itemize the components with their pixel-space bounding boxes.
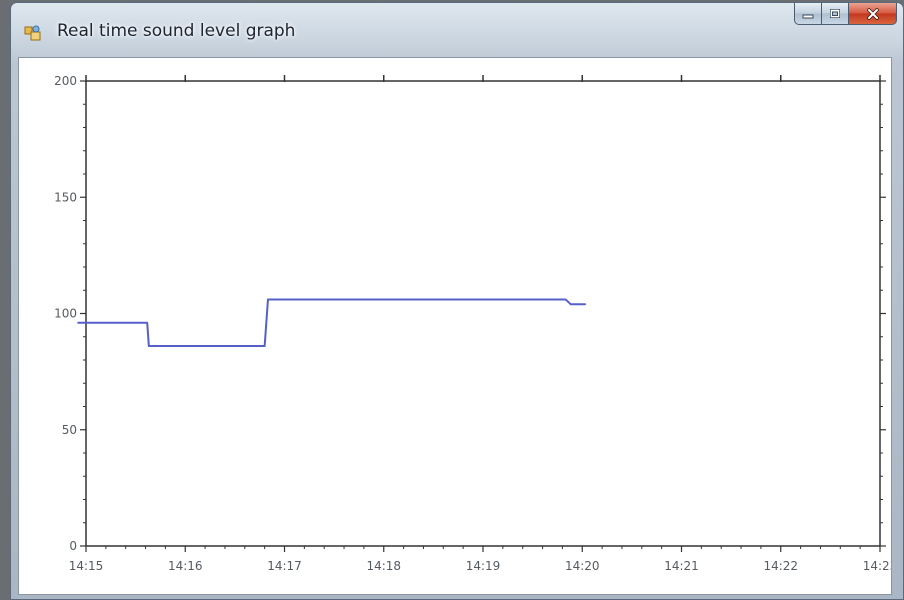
- data-point: [146, 322, 148, 324]
- x-tick-label: 14:17: [267, 559, 302, 573]
- sound-level-chart: 14:15 14:16 14:17 14:18 14:19 14:20 14:21 14:22…: [54, 74, 891, 573]
- data-point: [565, 298, 567, 301]
- x-tick-label: 14:22: [763, 559, 798, 573]
- x-tick-label: 14:15: [69, 559, 104, 573]
- close-button[interactable]: [849, 3, 897, 25]
- x-tick-label: 14:20: [565, 559, 600, 573]
- x-tick-label: 14:16: [168, 559, 203, 573]
- title-bar[interactable]: Real time sound level graph: [11, 3, 903, 57]
- x-tick-label: 14:23: [863, 559, 891, 573]
- data-point: [77, 322, 79, 324]
- x-tick-label: 14:21: [664, 559, 699, 573]
- graph-area: 14:15 14:16 14:17 14:18 14:19 14:20 14:21 14:22…: [18, 57, 892, 595]
- data-point: [584, 303, 587, 305]
- y-tick-label: 100: [54, 307, 77, 321]
- close-icon: [866, 7, 879, 20]
- y-tick-label: 0: [69, 539, 77, 553]
- data-point: [267, 298, 269, 301]
- data-point: [148, 345, 150, 347]
- maximize-icon: [830, 9, 840, 18]
- y-tick-label: 150: [54, 190, 77, 204]
- x-tick-label: 14:18: [366, 559, 401, 573]
- y-tick-label: 50: [62, 423, 77, 437]
- app-window: Real time sound level graph: [10, 2, 904, 600]
- minimize-icon: [802, 14, 814, 18]
- y-tick-label: 200: [54, 74, 77, 88]
- minimize-button[interactable]: [794, 3, 822, 25]
- window-title: Real time sound level graph: [57, 21, 296, 41]
- app-icon: [24, 25, 41, 41]
- data-point: [264, 345, 266, 347]
- data-point: [570, 303, 572, 305]
- caption-buttons: [794, 3, 897, 27]
- maximize-button[interactable]: [822, 3, 849, 25]
- x-tick-label: 14:19: [466, 559, 501, 573]
- series-line: [77, 298, 586, 348]
